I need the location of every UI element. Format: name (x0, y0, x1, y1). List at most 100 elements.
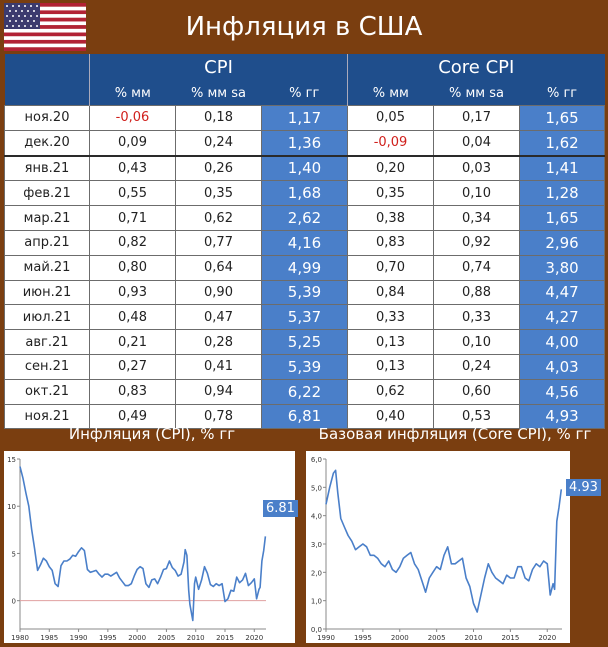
subheader-core-mm-sa: % мм sa (433, 81, 520, 106)
table-row: фев.21 0,55 0,35 1,68 0,35 0,10 1,28 (4, 180, 606, 207)
cell-cpi-mm: 0,43 (89, 154, 176, 182)
cell-cpi-mm: -0,06 (89, 105, 176, 131)
cell-core-yoy: 1,65 (519, 105, 606, 131)
group-header-cpi: CPI (88, 54, 348, 81)
cell-cpi-yoy: 4,16 (260, 229, 349, 256)
header: Инфляция в США (0, 0, 608, 54)
y-tick-label: 6,0 (311, 456, 322, 464)
cell-cpi-mm: 0,83 (89, 378, 176, 405)
x-tick-label: 2010 (465, 634, 483, 642)
y-tick-label: 4,0 (311, 513, 322, 521)
cell-core-mm-sa: 0,60 (433, 378, 521, 405)
table-row: апр.21 0,82 0,77 4,16 0,83 0,92 2,96 (4, 229, 606, 256)
table-row: ноя.20 -0,06 0,18 1,17 0,05 0,17 1,65 (4, 105, 606, 131)
x-tick-label: 2020 (538, 634, 556, 642)
group-header-core-cpi: Core CPI (347, 54, 605, 81)
cpi-chart: 0 5 10 15 1980 1985 1990 1995 2000 2005 2010 2015 20… (4, 451, 295, 643)
cell-core-yoy: 1,62 (519, 129, 606, 157)
cell-core-mm: 0,84 (347, 279, 435, 306)
cell-date: июл.21 (4, 304, 90, 331)
x-tick-label: 1995 (354, 634, 372, 642)
cell-cpi-mm-sa: 0,35 (175, 180, 262, 207)
cell-core-mm-sa: 0,34 (433, 205, 521, 231)
group-header-row: CPI Core CPI (4, 54, 605, 81)
cell-core-mm: 0,35 (347, 180, 435, 207)
cell-core-mm-sa: 0,10 (433, 329, 521, 355)
cell-cpi-mm: 0,82 (89, 229, 176, 256)
cell-core-mm: 0,40 (347, 403, 435, 430)
cell-date: май.21 (4, 254, 90, 281)
cell-cpi-mm-sa: 0,78 (175, 403, 262, 430)
table-row: янв.21 0,43 0,26 1,40 0,20 0,03 1,41 (4, 154, 606, 182)
cell-core-mm: 0,13 (347, 329, 435, 355)
x-tick-label: 2000 (128, 634, 146, 642)
cell-cpi-yoy: 5,39 (260, 279, 349, 306)
y-tick-label: 1,0 (311, 598, 322, 606)
x-tick-label: 1985 (40, 634, 58, 642)
subheader-cpi-mm: % мм (89, 81, 176, 106)
core-cpi-chart-svg: 0,0 1,0 2,0 3,0 4,0 5,0 6,0 1990 1995 2000 2005 201… (311, 456, 563, 642)
y-tick-label: 5,0 (311, 484, 322, 492)
cell-core-yoy: 1,28 (519, 180, 606, 207)
cell-core-yoy: 4,00 (519, 329, 606, 355)
x-tick-label: 2010 (187, 634, 205, 642)
y-tick-label: 10 (7, 503, 16, 511)
cell-core-mm-sa: 0,24 (433, 353, 521, 380)
cell-date: янв.21 (4, 154, 90, 182)
subheader-cpi-mm-sa: % мм sa (175, 81, 262, 106)
core-cpi-chart-title: Базовая инфляция (Core CPI), % гг (318, 425, 592, 443)
cell-cpi-mm: 0,27 (89, 353, 176, 380)
cell-core-mm: 0,83 (347, 229, 435, 256)
cell-cpi-yoy: 1,17 (260, 105, 349, 131)
y-tick-label: 3,0 (311, 541, 322, 549)
cell-date: дек.20 (4, 129, 90, 157)
x-tick-label: 1990 (70, 634, 88, 642)
series-line (325, 469, 563, 613)
x-tick-label: 1980 (11, 634, 29, 642)
cell-cpi-mm-sa: 0,18 (175, 105, 262, 131)
cell-core-mm: -0,09 (347, 129, 435, 157)
cell-cpi-mm-sa: 0,77 (175, 229, 262, 256)
cell-cpi-mm: 0,48 (89, 304, 176, 331)
cell-core-mm-sa: 0,10 (433, 180, 521, 207)
cell-cpi-yoy: 6,22 (260, 378, 349, 405)
cell-date: ноя.21 (4, 403, 90, 430)
cell-core-mm-sa: 0,04 (433, 129, 521, 157)
cell-core-yoy: 4,03 (519, 353, 606, 380)
cell-cpi-yoy: 5,39 (260, 353, 349, 380)
x-tick-label: 2015 (216, 634, 234, 642)
cell-cpi-mm-sa: 0,26 (175, 154, 262, 182)
x-tick-label: 1995 (99, 634, 117, 642)
y-tick-label: 5 (12, 550, 16, 558)
cell-cpi-mm: 0,55 (89, 180, 176, 207)
cell-core-yoy: 2,96 (519, 229, 606, 256)
cell-date: авг.21 (4, 329, 90, 355)
cell-core-yoy: 4,93 (519, 403, 606, 430)
cell-date: июн.21 (4, 279, 90, 306)
cell-core-mm-sa: 0,53 (433, 403, 521, 430)
x-tick-label: 2000 (391, 634, 409, 642)
cell-core-mm-sa: 0,92 (433, 229, 521, 256)
cell-cpi-mm: 0,21 (89, 329, 176, 355)
cell-date: апр.21 (4, 229, 90, 256)
table-row: июл.21 0,48 0,47 5,37 0,33 0,33 4,27 (4, 304, 606, 331)
subheader-row: % мм % мм sa % гг % мм % мм sa % гг (4, 81, 605, 106)
cell-cpi-mm-sa: 0,94 (175, 378, 262, 405)
y-tick-label: 0 (12, 598, 16, 606)
x-tick-label: 1990 (317, 634, 335, 642)
cell-core-yoy: 1,41 (519, 154, 606, 182)
cell-cpi-mm-sa: 0,62 (175, 205, 262, 231)
cell-date: мар.21 (4, 205, 90, 231)
cell-cpi-mm-sa: 0,90 (175, 279, 262, 306)
table-row: дек.20 0,09 0,24 1,36 -0,09 0,04 1,62 (4, 129, 606, 157)
inflation-table: CPI Core CPI % мм % мм sa % гг % мм % мм… (4, 54, 606, 430)
cell-core-yoy: 1,65 (519, 205, 606, 231)
cell-core-mm-sa: 0,74 (433, 254, 521, 281)
table-row: авг.21 0,21 0,28 5,25 0,13 0,10 4,00 (4, 329, 606, 355)
subheader-core-mm: % мм (347, 81, 434, 106)
table-row: май.21 0,80 0,64 4,99 0,70 0,74 3,80 (4, 254, 606, 281)
cell-cpi-yoy: 4,99 (260, 254, 349, 281)
cell-cpi-mm-sa: 0,64 (175, 254, 262, 281)
cell-date: сен.21 (4, 353, 90, 380)
cpi-last-value-label: 6.81 (263, 500, 298, 517)
